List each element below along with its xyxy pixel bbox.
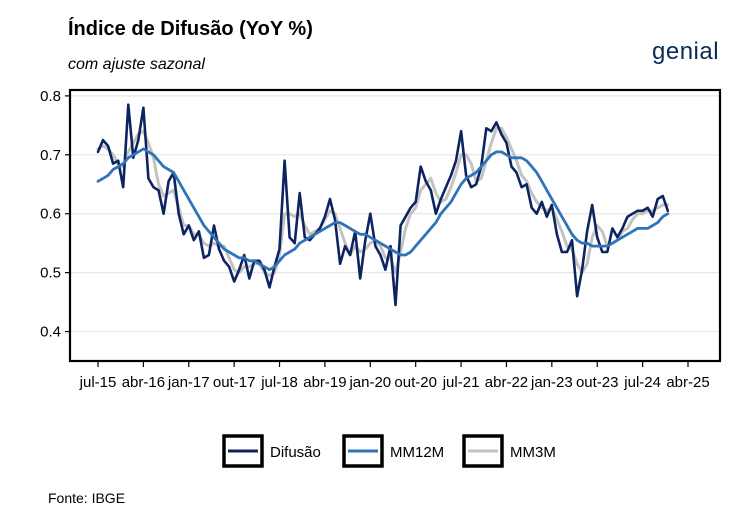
x-tick-label: jul-15 [79,374,117,391]
x-tick-label: out-17 [213,374,256,391]
gridlines [70,95,720,333]
y-tick-label: 0.5 [40,265,61,282]
legend: Difusão MM12M MM3M [222,434,556,468]
y-axis: 0.4 0.5 0.6 0.7 0.8 [40,88,70,341]
source-note: Fonte: IBGE [48,490,126,506]
x-tick-label: abr-22 [485,374,528,391]
chart-title: Índice de Difusão (YoY %) [68,18,313,40]
x-tick-label: abr-16 [122,374,165,391]
x-tick-label: abr-19 [303,374,346,391]
y-tick-label: 0.4 [40,324,61,341]
series-line-difusao [96,103,670,307]
x-tick-label: abr-25 [666,374,709,391]
series-lines [96,103,670,307]
x-tick-label: jan-20 [348,374,391,391]
x-tick-label: jul-21 [442,374,480,391]
x-tick-label: out-20 [394,374,437,391]
y-tick-label: 0.8 [40,88,61,105]
x-tick-label: jan-23 [530,374,573,391]
x-tick-label: out-23 [576,374,619,391]
genial-logo: genial [652,38,720,65]
y-tick-label: 0.6 [40,206,61,223]
y-tick-label: 0.7 [40,147,61,164]
x-tick-label: jan-17 [167,374,210,391]
series-line-mm12m [96,147,670,272]
x-axis: jul-15 abr-16 jan-17 out-17 jul-18 abr-19 jan-… [79,361,710,391]
plot-frame [68,88,722,363]
x-tick-label: jul-24 [623,374,661,391]
chart-subtitle: com ajuste sazonal [68,56,205,73]
legend-label-difusao: Difusão [270,444,321,461]
legend-label-mm3m: MM3M [510,444,556,461]
plot-area [70,90,720,361]
legend-label-mm12m: MM12M [390,444,444,461]
x-tick-label: jul-18 [260,374,298,391]
